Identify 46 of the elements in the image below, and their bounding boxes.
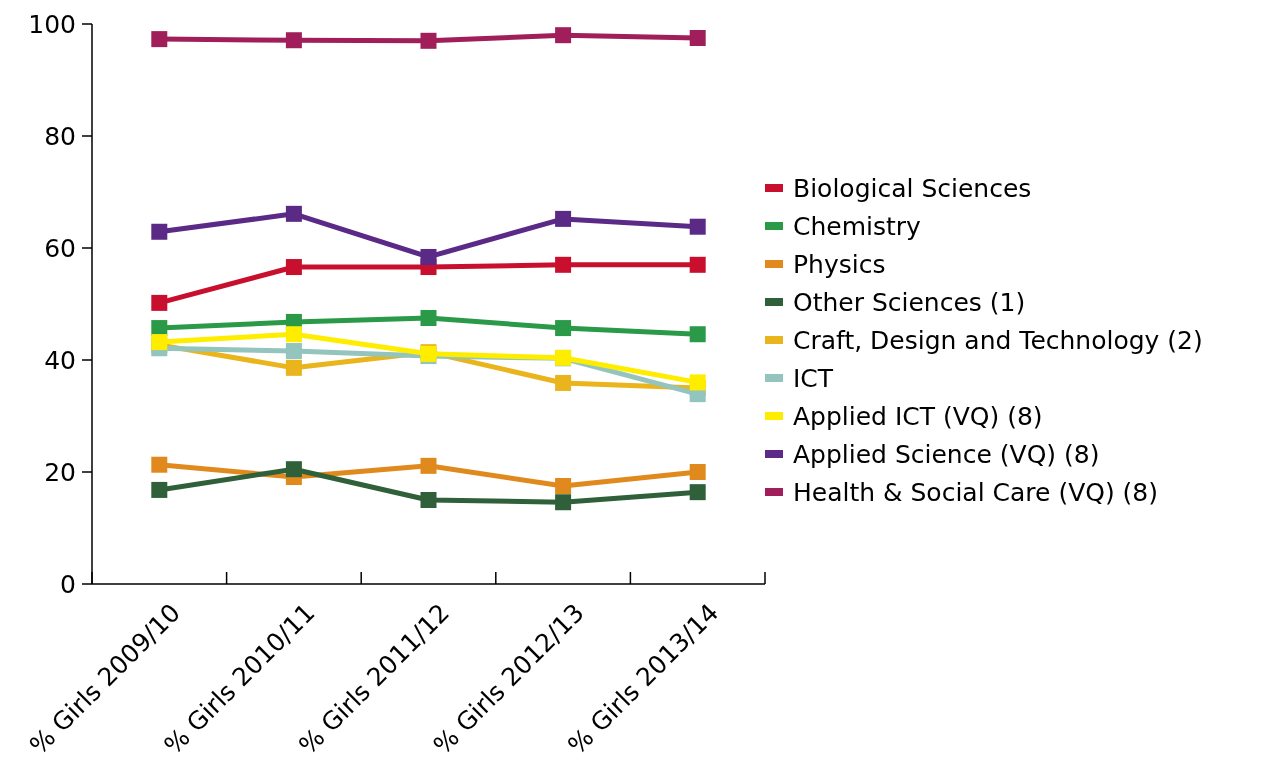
point: [420, 32, 437, 49]
point: [285, 205, 302, 222]
point: [285, 32, 302, 49]
point: [420, 492, 437, 508]
legend-label: Health & Social Care (VQ) (8): [793, 477, 1159, 507]
legend-label: Biological Sciences: [793, 173, 1032, 203]
legend-label: ICT: [793, 363, 834, 393]
point: [285, 461, 302, 478]
point: [151, 456, 168, 473]
legend-label: Applied ICT (VQ) (8): [793, 401, 1043, 431]
point: [420, 310, 437, 326]
point: [555, 320, 572, 337]
y-tick-label: 80: [44, 121, 76, 151]
point: [555, 374, 572, 391]
point: [555, 256, 572, 273]
point: [285, 326, 302, 343]
legend-label: Chemistry: [793, 211, 922, 241]
point: [689, 218, 706, 235]
y-tick-label: 40: [44, 345, 76, 375]
point: [689, 374, 706, 391]
point: [151, 31, 168, 48]
point: [689, 256, 706, 273]
point: [689, 484, 706, 501]
legend-label: Other Sciences (1): [793, 287, 1026, 317]
y-tick-label: 60: [44, 233, 76, 263]
point: [555, 27, 572, 44]
point: [285, 259, 302, 276]
legend-label: Physics: [793, 249, 886, 279]
point: [151, 481, 168, 498]
y-tick-label: 20: [44, 457, 76, 487]
y-tick-label: 0: [60, 569, 76, 599]
point: [285, 359, 302, 376]
point: [420, 457, 437, 474]
point: [555, 494, 572, 511]
point: [689, 464, 706, 480]
y-tick-label: 100: [28, 9, 76, 39]
point: [285, 343, 302, 360]
point: [151, 223, 168, 240]
point: [420, 248, 437, 265]
point: [689, 326, 706, 343]
point: [555, 210, 572, 227]
point: [555, 478, 572, 494]
point: [689, 30, 706, 46]
point: [151, 294, 168, 311]
legend-label: Craft, Design and Technology (2): [793, 325, 1203, 355]
legend-label: Applied Science (VQ) (8): [793, 439, 1100, 469]
